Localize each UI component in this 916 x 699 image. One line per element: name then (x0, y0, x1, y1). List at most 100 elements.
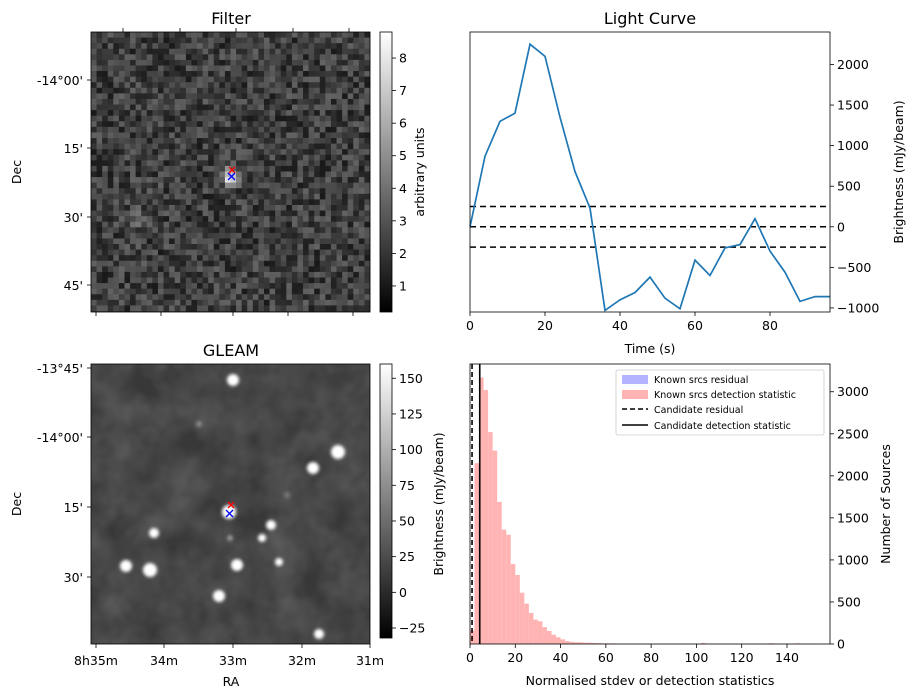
histogram-bar (768, 643, 774, 644)
histogram-bar (546, 630, 552, 644)
legend-label: Candidate detection statistic (654, 421, 791, 432)
colorbar-tick-label: 3 (399, 213, 407, 228)
y-tick-label: 3000 (837, 384, 869, 399)
colorbar-tick-label: 75 (399, 478, 415, 493)
light-curve-plot: 0 20 40 60 80 −1000 −500 0 500 1000 1500 2000 (466, 42, 879, 333)
histogram-bar (596, 643, 602, 644)
colorbar-tick-label: 50 (399, 513, 415, 528)
x-tick-label: 100 (684, 650, 708, 665)
filter-colorbar: 1 2 3 4 5 6 7 8 arbitrary units (379, 31, 427, 313)
gleam-xtick-label: 34m (150, 653, 178, 668)
colorbar-tick-label: 0 (399, 585, 407, 600)
x-tick-label: 80 (643, 650, 659, 665)
filter-ytick-label: 45' (64, 278, 83, 293)
gleam-colorbar-label: Brightness (mJy/beam) (431, 432, 446, 575)
histogram-ylabel: Number of Sources (878, 444, 893, 564)
histogram-bar (501, 529, 507, 644)
gleam-ytick-label: 15' (64, 500, 83, 515)
x-tick-label: 0 (466, 650, 474, 665)
y-tick-label: −1000 (837, 300, 879, 315)
colorbar-tick-label: 2 (399, 246, 407, 261)
x-tick-label: 0 (466, 318, 474, 333)
y-tick-label: 2500 (837, 426, 869, 441)
x-tick-label: 20 (507, 650, 523, 665)
colorbar-tick-label: 8 (399, 51, 407, 66)
filter-x-ticks (95, 28, 354, 316)
colorbar-tick-label: 7 (399, 83, 407, 98)
filter-pixels (91, 32, 371, 312)
x-tick-label: 60 (598, 650, 614, 665)
gleam-colorbar-ticks: −25 0 25 50 75 100 125 150 (392, 371, 425, 636)
gleam-colorbar: −25 0 25 50 75 100 125 150 Brightness (mJy/beam… (379, 363, 446, 639)
y-tick-label: 0 (837, 219, 845, 234)
histogram-bar (556, 637, 561, 644)
x-tick-label: 20 (537, 318, 553, 333)
colorbar-tick-label: 6 (399, 116, 407, 131)
filter-ytick-label: -14°00' (37, 73, 83, 88)
colorbar-tick-label: 100 (399, 442, 423, 457)
histogram-bar (592, 642, 597, 644)
x-tick-label: 40 (553, 650, 569, 665)
histogram-bar (528, 612, 534, 644)
histogram-bar (587, 642, 593, 644)
filter-blue-cross-icon (227, 172, 236, 181)
filter-markers (227, 166, 236, 181)
legend-label: Known srcs residual (654, 375, 748, 386)
histogram-bar (565, 641, 570, 644)
histogram-bar (560, 639, 566, 644)
filter-ytick-label: 30' (64, 210, 83, 225)
filter-panel: Filter Dec -14°00' 15' 30' 45' (9, 9, 427, 316)
gleam-xtick-label: 31m (356, 653, 384, 668)
light-curve-xlabel: Time (s) (624, 341, 676, 356)
colorbar-tick-label: 25 (399, 549, 415, 564)
legend-label: Candidate residual (654, 405, 743, 416)
gleam-x-axis: 8h35m 34m 33m 32m 31m RA (74, 644, 384, 689)
light-curve-series-line (469, 42, 830, 312)
filter-colorbar-label: arbitrary units (412, 127, 427, 216)
histogram-legend: Known srcs residual Known srcs detection… (615, 369, 825, 436)
light-curve-panel: Light Curve 0 20 40 60 80 −1000 −500 0 500 1000 15… (466, 9, 906, 356)
y-tick-label: 500 (837, 179, 861, 194)
histogram-bar (510, 564, 516, 644)
histogram-bar (497, 501, 502, 644)
histogram-bar (515, 575, 520, 644)
x-tick-label: 120 (730, 650, 754, 665)
gleam-y-axis: Dec -13°45' -14°00' 15' 30' (9, 361, 91, 585)
histogram-bar (483, 390, 489, 644)
light-curve-frame (469, 31, 831, 313)
filter-red-cross-icon (228, 166, 236, 174)
gleam-ylabel: Dec (9, 492, 24, 516)
colorbar-tick-label: 150 (399, 371, 423, 386)
histogram-bar (492, 450, 498, 644)
histogram-bar (524, 603, 529, 644)
gleam-xlabel: RA (223, 674, 240, 689)
legend-patch-known-detection (622, 390, 648, 399)
histogram-bar (551, 634, 557, 644)
legend-label: Known srcs detection statistic (654, 390, 796, 401)
filter-title: Filter (211, 9, 251, 28)
histogram-bar (479, 377, 484, 644)
histogram-plot: 0 20 40 60 80 100 120 140 0 500 1000 1500 2000 2500 30… (466, 364, 869, 665)
y-tick-label: 2000 (837, 468, 869, 483)
y-tick-label: 500 (837, 594, 861, 609)
histogram-bar (474, 463, 480, 644)
y-tick-label: 1000 (837, 138, 869, 153)
light-curve-ylabel: Brightness (mJy/beam) (891, 100, 906, 243)
x-tick-label: 60 (687, 318, 703, 333)
filter-y-axis: Dec -14°00' 15' 30' 45' (9, 73, 91, 293)
histogram-bar (533, 619, 538, 644)
filter-colorbar-ticks: 1 2 3 4 5 6 7 8 (392, 51, 407, 293)
gleam-sources (120, 374, 345, 639)
histogram-bar (537, 621, 543, 644)
gleam-markers (225, 501, 235, 518)
filter-image (90, 31, 371, 313)
gleam-blue-cross-icon (225, 509, 234, 518)
histogram-bar (583, 642, 588, 644)
x-tick-label: 40 (612, 318, 628, 333)
y-tick-label: 1000 (837, 552, 869, 567)
gleam-panel: GLEAM (9, 341, 446, 689)
y-tick-label: 0 (837, 637, 845, 652)
filter-ytick-label: 15' (64, 141, 83, 156)
histogram-panel: 0 20 40 60 80 100 120 140 0 500 1000 1500 2000 2500 30… (466, 363, 893, 688)
histogram-bar (506, 534, 511, 644)
